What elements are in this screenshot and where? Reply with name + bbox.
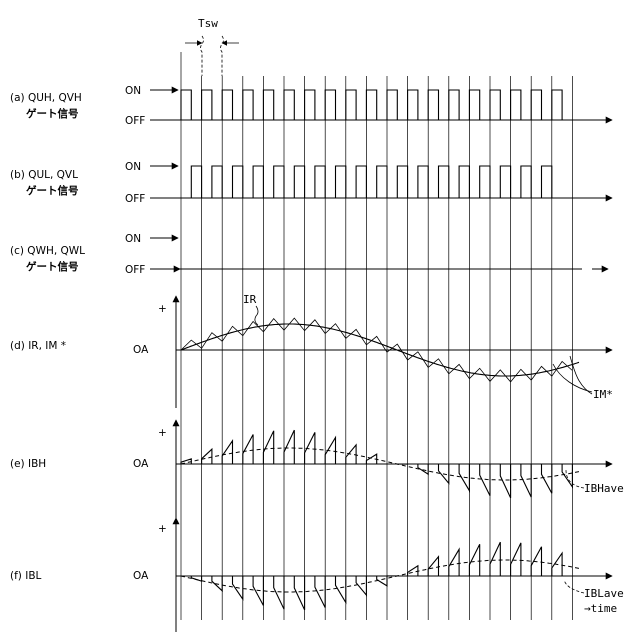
panel-d-plus: +	[158, 303, 167, 315]
panel-f-time-label: →time	[584, 602, 617, 615]
panel-c-sublabel: ゲート信号	[26, 260, 79, 273]
panel-d-ir-leader	[255, 306, 258, 325]
panel-d-label: (d) IR, IM *	[10, 340, 66, 352]
panel-a-on: ON	[125, 85, 141, 97]
panel-c-label: (c) QWH, QWL	[10, 245, 85, 257]
panel-d-im-label: IM*	[593, 388, 613, 401]
panel-f-avg-label: IBLave	[584, 587, 624, 600]
panel-b-on: ON	[125, 161, 141, 173]
panel-d: (d) IR, IM * OA + IR IM*	[10, 293, 613, 408]
panel-f-avg-leader	[564, 580, 584, 593]
tsw-annotation: Tsw	[185, 17, 239, 76]
panel-a-sublabel: ゲート信号	[26, 107, 79, 120]
panel-b-label: (b) QUL, QVL	[10, 169, 78, 181]
panel-e-avg-label: IBHave	[584, 482, 624, 495]
tsw-right-mark	[221, 36, 224, 76]
panel-e-label: (e) IBH	[10, 458, 46, 470]
panel-a-gate-waveform	[181, 90, 582, 120]
panel-b: (b) QUL, QVL ゲート信号 ON OFF	[10, 161, 612, 205]
panel-f-plus: +	[158, 523, 167, 535]
panel-c-off: OFF	[125, 264, 145, 276]
panel-e-plus: +	[158, 427, 167, 439]
tsw-label: Tsw	[198, 17, 218, 30]
panel-a-label: (a) QUH, QVH	[10, 92, 82, 104]
panel-e-zero: OA	[133, 458, 149, 470]
panel-f: (f) IBL OA + IBLave →time	[10, 518, 624, 632]
panel-b-off: OFF	[125, 193, 145, 205]
panel-d-zero: OA	[133, 344, 149, 356]
panel-e: (e) IBH OA + IBHave	[10, 420, 624, 520]
panel-d-ir-label: IR	[243, 293, 257, 306]
panel-b-gate-waveform	[181, 166, 582, 198]
panel-f-label: (f) IBL	[10, 570, 42, 582]
panel-a: (a) QUH, QVH ゲート信号 ON OFF	[10, 85, 612, 127]
panel-a-off: OFF	[125, 115, 145, 127]
panel-c: (c) QWH, QWL ゲート信号 ON OFF	[10, 233, 608, 276]
panel-f-zero: OA	[133, 570, 149, 582]
panel-c-on: ON	[125, 233, 141, 245]
panel-b-sublabel: ゲート信号	[26, 184, 79, 197]
panel-e-avg-leader	[566, 470, 584, 488]
tsw-left-mark	[201, 36, 204, 76]
